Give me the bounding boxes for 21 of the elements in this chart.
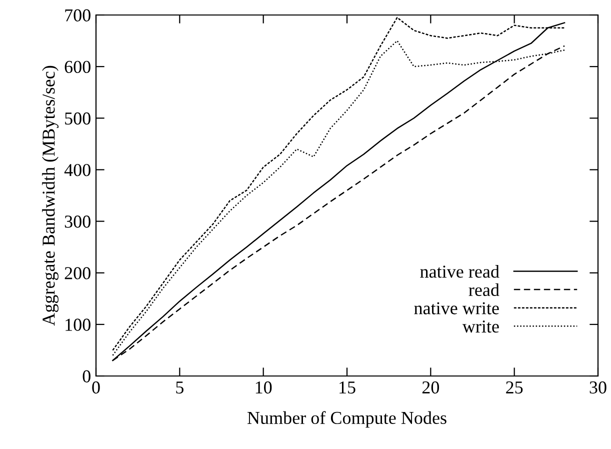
y-tick-label: 0 [82, 370, 90, 382]
y-tick-label: 200 [64, 267, 90, 280]
y-tick-label: 300 [64, 216, 90, 228]
y-tick-label: 600 [64, 60, 90, 74]
y-tick-label: 700 [65, 9, 90, 22]
x-tick-label: 10 [256, 381, 272, 394]
x-tick-label: 20 [422, 381, 440, 394]
y-tick-label: 400 [64, 164, 90, 176]
legend-label: read [468, 283, 500, 296]
x-tick-label: 30 [590, 381, 606, 394]
y-tick-label: 100 [66, 318, 90, 331]
x-tick-label: 0 [92, 381, 100, 394]
legend-label: write [462, 320, 499, 333]
x-tick-label: 15 [340, 381, 356, 394]
x-axis-title: Number of Compute Nodes [247, 411, 446, 428]
x-tick-label: 25 [506, 381, 523, 394]
x-tick-label: 5 [176, 382, 184, 394]
y-axis-title: Aggregate Bandwidth (MBytes/sec) [42, 66, 58, 326]
y-tick-label: 500 [65, 112, 90, 125]
legend-label: native read [420, 265, 500, 278]
legend-label: native write [414, 302, 499, 314]
